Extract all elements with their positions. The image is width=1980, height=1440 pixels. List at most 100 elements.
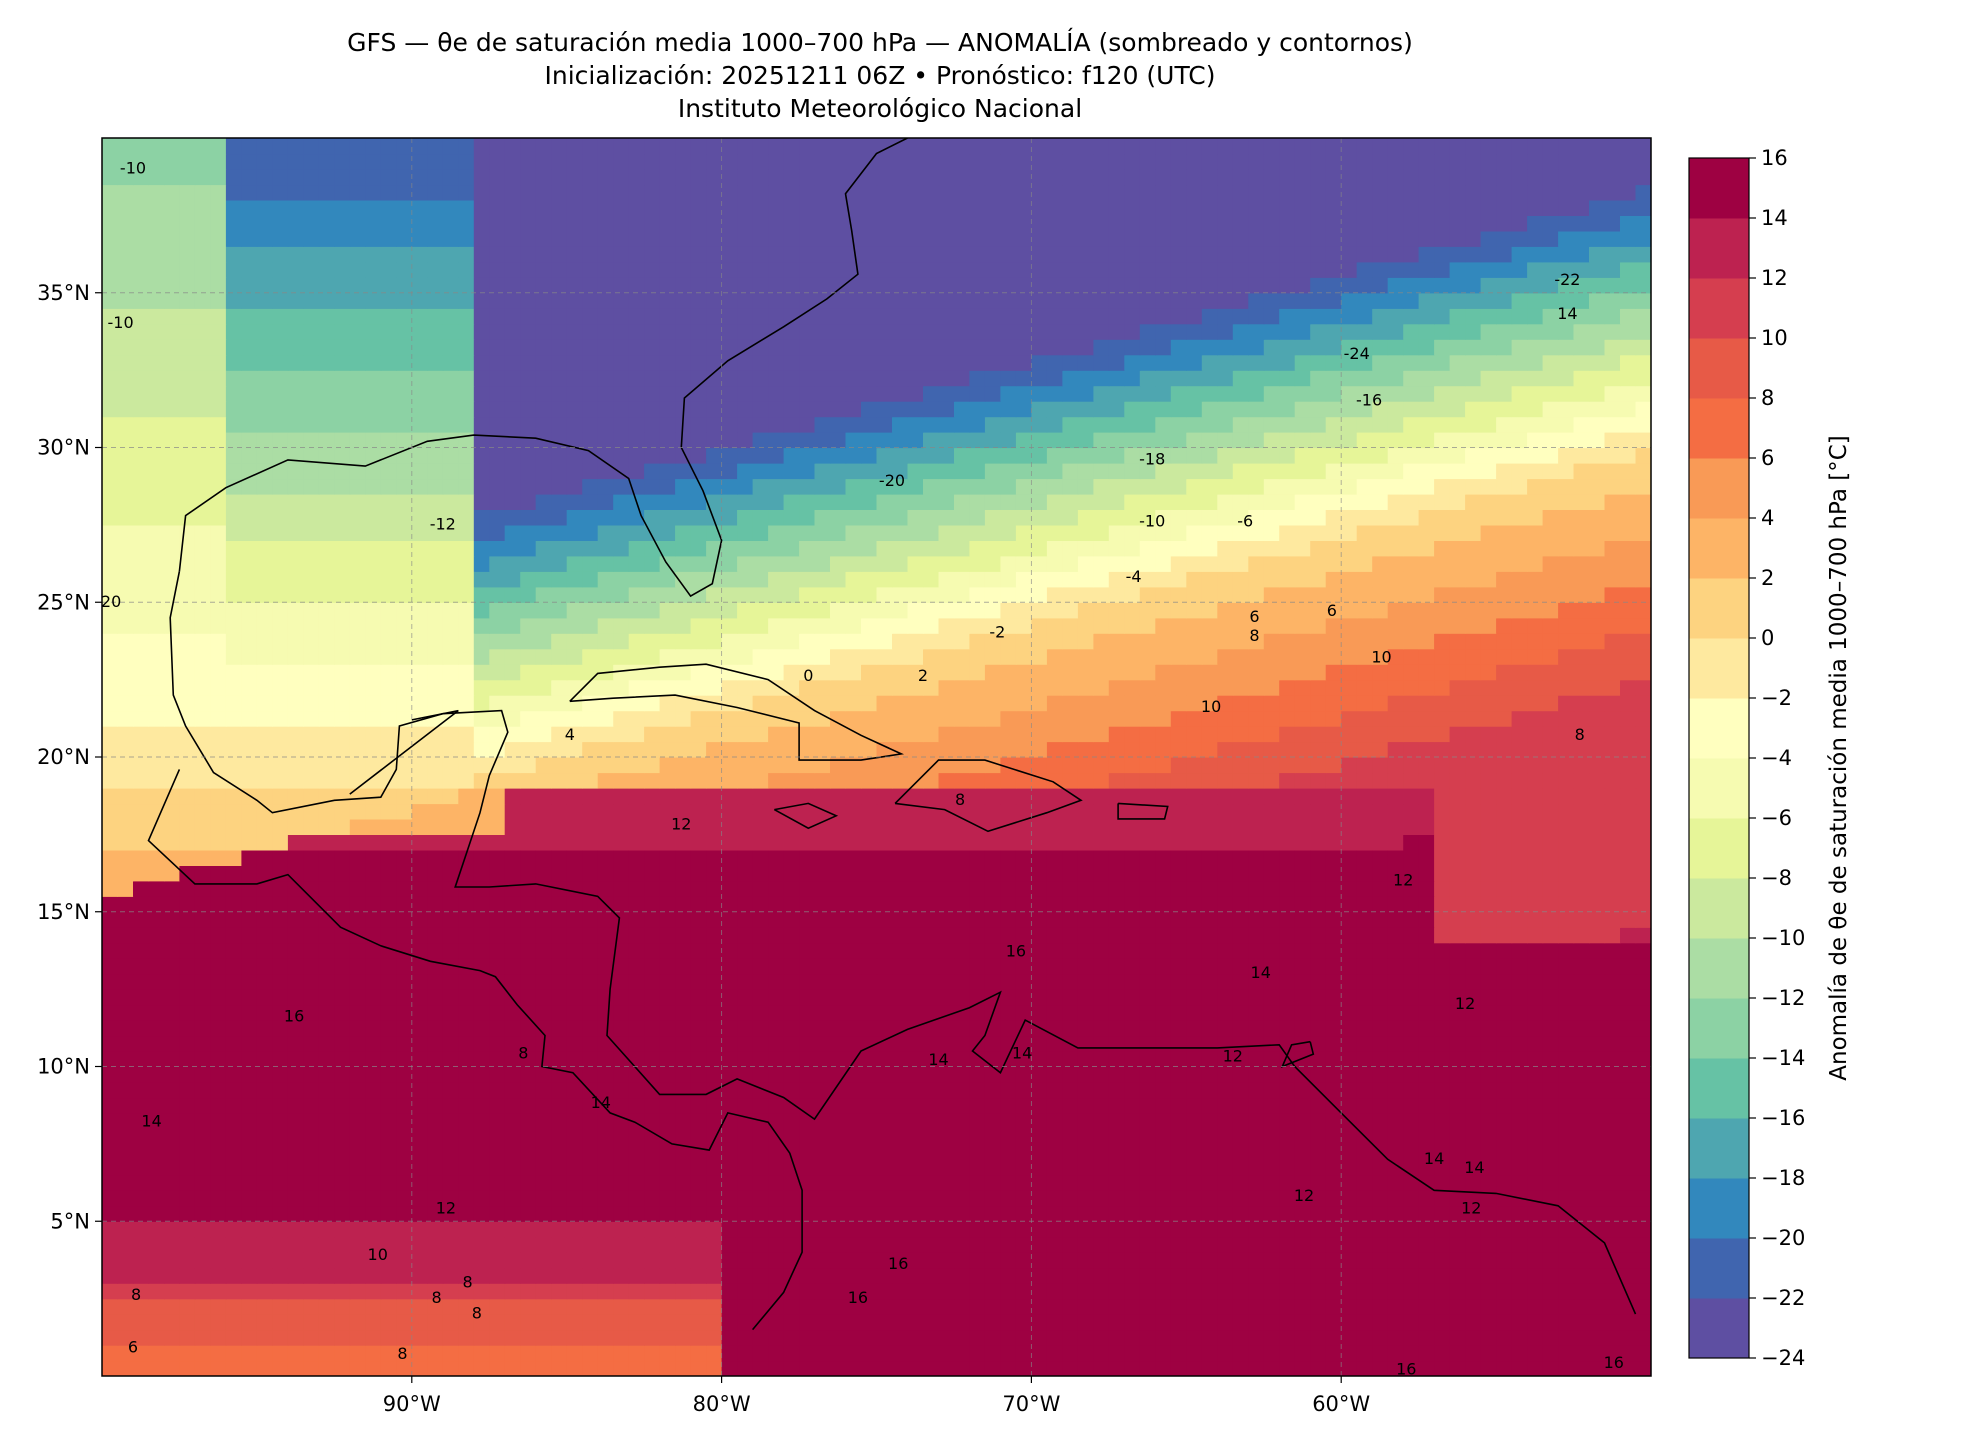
field-cell bbox=[334, 834, 351, 851]
field-cell bbox=[1093, 1267, 1110, 1284]
field-cell bbox=[984, 1360, 1001, 1376]
field-cell bbox=[1325, 1283, 1342, 1300]
field-cell bbox=[1232, 1221, 1249, 1238]
field-cell bbox=[334, 1020, 351, 1037]
field-cell bbox=[1341, 1360, 1358, 1376]
field-cell bbox=[380, 741, 397, 758]
field-cell bbox=[1279, 1221, 1296, 1238]
field-cell bbox=[737, 958, 754, 975]
field-cell bbox=[1620, 1267, 1637, 1284]
field-cell bbox=[706, 880, 723, 897]
field-cell bbox=[1573, 1174, 1590, 1191]
field-cell bbox=[892, 989, 909, 1006]
field-cell bbox=[1418, 865, 1435, 882]
field-cell bbox=[1573, 1205, 1590, 1222]
field-cell bbox=[597, 679, 614, 696]
field-cell bbox=[628, 1159, 645, 1176]
field-cell bbox=[194, 849, 211, 866]
field-cell bbox=[380, 1314, 397, 1331]
field-cell bbox=[783, 1205, 800, 1222]
field-cell bbox=[1077, 633, 1094, 650]
field-cell bbox=[411, 1143, 428, 1160]
field-cell bbox=[1046, 1020, 1063, 1037]
field-cell bbox=[303, 1066, 320, 1083]
field-cell bbox=[520, 1066, 537, 1083]
field-cell bbox=[675, 633, 692, 650]
field-cell bbox=[194, 1267, 211, 1284]
field-cell bbox=[148, 1329, 165, 1346]
field-cell bbox=[1217, 1298, 1234, 1315]
field-cell bbox=[814, 1360, 831, 1376]
field-cell bbox=[582, 1097, 599, 1114]
field-cell bbox=[117, 695, 134, 712]
field-cell bbox=[458, 1345, 475, 1362]
field-cell bbox=[1465, 958, 1482, 975]
field-cell bbox=[1527, 1066, 1544, 1083]
field-cell bbox=[861, 1020, 878, 1037]
field-cell bbox=[1434, 927, 1451, 944]
field-cell bbox=[1279, 1314, 1296, 1331]
field-cell bbox=[783, 1174, 800, 1191]
field-cell bbox=[1604, 633, 1621, 650]
field-cell bbox=[133, 602, 150, 619]
field-cell bbox=[1511, 679, 1528, 696]
field-cell bbox=[644, 880, 661, 897]
field-cell bbox=[613, 1020, 630, 1037]
field-cell bbox=[1170, 942, 1187, 959]
field-cell bbox=[675, 927, 692, 944]
field-cell bbox=[938, 1314, 955, 1331]
field-cell bbox=[984, 927, 1001, 944]
field-cell bbox=[1542, 1329, 1559, 1346]
field-cell bbox=[628, 1221, 645, 1238]
field-cell bbox=[1480, 1236, 1497, 1253]
field-cell bbox=[1434, 679, 1451, 696]
field-cell bbox=[179, 1051, 196, 1068]
field-cell bbox=[551, 1329, 568, 1346]
field-cell bbox=[1000, 1345, 1017, 1362]
field-cell bbox=[737, 695, 754, 712]
field-cell bbox=[1093, 757, 1110, 774]
field-cell bbox=[954, 1205, 971, 1222]
field-cell bbox=[473, 772, 490, 789]
field-cell bbox=[349, 788, 366, 805]
field-cell bbox=[582, 989, 599, 1006]
field-cell bbox=[256, 1205, 273, 1222]
field-cell bbox=[1015, 1329, 1032, 1346]
field-cell bbox=[1217, 1267, 1234, 1284]
field-cell bbox=[442, 710, 459, 727]
field-cell bbox=[783, 942, 800, 959]
field-cell bbox=[1062, 1128, 1079, 1145]
field-cell bbox=[148, 1205, 165, 1222]
field-cell bbox=[1279, 1112, 1296, 1129]
field-cell bbox=[613, 1252, 630, 1269]
field-cell bbox=[1589, 788, 1606, 805]
field-cell bbox=[969, 911, 986, 928]
field-cell bbox=[1511, 1143, 1528, 1160]
field-cell bbox=[984, 865, 1001, 882]
field-cell bbox=[799, 927, 816, 944]
field-cell bbox=[675, 1174, 692, 1191]
field-cell bbox=[1356, 1360, 1373, 1376]
field-cell bbox=[473, 633, 490, 650]
field-cell bbox=[411, 741, 428, 758]
field-cell bbox=[628, 849, 645, 866]
field-cell bbox=[969, 818, 986, 835]
field-cell bbox=[1511, 1035, 1528, 1052]
field-cell bbox=[892, 1020, 909, 1037]
field-cell bbox=[1589, 973, 1606, 990]
field-cell bbox=[644, 1283, 661, 1300]
field-cell bbox=[411, 880, 428, 897]
field-cell bbox=[1403, 633, 1420, 650]
field-cell bbox=[1046, 896, 1063, 913]
field-cell bbox=[1356, 911, 1373, 928]
field-cell bbox=[954, 1298, 971, 1315]
field-cell bbox=[179, 1097, 196, 1114]
field-cell bbox=[1465, 1345, 1482, 1362]
field-cell bbox=[938, 1190, 955, 1207]
field-cell bbox=[1093, 617, 1110, 634]
field-cell bbox=[1604, 1020, 1621, 1037]
field-cell bbox=[1232, 1004, 1249, 1021]
field-cell bbox=[535, 633, 552, 650]
field-cell bbox=[1201, 880, 1218, 897]
field-cell bbox=[1403, 958, 1420, 975]
